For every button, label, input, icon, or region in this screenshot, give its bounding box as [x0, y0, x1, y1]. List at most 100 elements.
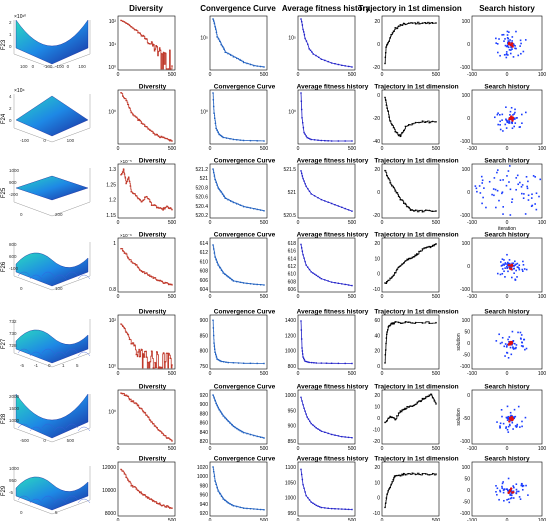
y-tick-label: 10⁵ — [200, 36, 208, 42]
series-marker — [120, 174, 122, 176]
series-marker — [123, 21, 126, 23]
series-marker — [421, 397, 424, 400]
search-point — [474, 185, 477, 187]
series-marker — [127, 257, 129, 259]
surface-plot: F26 800 600 -100 0 100 — [1, 242, 91, 291]
search-point — [507, 415, 510, 418]
series-marker — [302, 483, 304, 486]
search-point — [499, 427, 501, 429]
series-marker — [307, 497, 309, 499]
x-tick-label: 0 — [381, 446, 384, 452]
series-marker — [212, 18, 214, 20]
search-point — [501, 191, 504, 194]
panel-title: Average fitness history — [297, 158, 369, 165]
series-marker — [387, 325, 390, 328]
series-marker — [303, 180, 305, 182]
search-point — [508, 122, 511, 124]
series-marker — [344, 283, 346, 286]
series-marker — [127, 178, 129, 180]
series-marker — [212, 394, 214, 396]
series-marker — [142, 353, 144, 355]
search-point — [508, 336, 511, 338]
surface-tick: 2 — [9, 20, 12, 25]
search-point — [503, 499, 505, 502]
col-title-convergence: Convergence Curve — [200, 4, 276, 13]
search-point — [501, 34, 503, 36]
series-marker — [385, 337, 388, 339]
y-tick-label: 608 — [288, 279, 297, 285]
series-marker — [256, 508, 258, 510]
series-marker — [142, 410, 144, 413]
search-point — [509, 493, 512, 496]
series-marker — [259, 284, 262, 286]
panel-title: Trajectory in 1st dimension — [374, 84, 458, 91]
search-point — [495, 490, 497, 493]
search-point — [504, 38, 506, 40]
series-marker — [242, 139, 245, 142]
series-marker — [133, 344, 136, 346]
surface-tick: 0 — [32, 64, 35, 69]
series-marker — [229, 54, 232, 56]
search-point — [503, 264, 505, 266]
series-marker — [391, 323, 394, 325]
search-point — [499, 261, 502, 263]
series-marker — [389, 120, 391, 122]
surface-func-label: F26 — [1, 261, 7, 272]
series-marker — [167, 138, 170, 141]
series-marker — [301, 250, 304, 252]
series-marker — [334, 434, 336, 436]
search-point — [496, 272, 499, 275]
y-tick-label: 521.5 — [283, 167, 296, 173]
surface-tick: -5 — [20, 363, 24, 368]
series-marker — [327, 507, 329, 509]
series-marker — [421, 322, 424, 324]
series-marker — [399, 198, 401, 201]
series-marker — [130, 343, 132, 345]
series-marker — [418, 209, 420, 212]
series-marker — [246, 507, 248, 510]
series-marker — [302, 28, 304, 31]
series-marker — [242, 61, 245, 64]
series-marker — [430, 393, 432, 395]
series-marker — [387, 490, 389, 492]
search-point — [515, 483, 518, 486]
x-tick-label: 100 — [538, 220, 547, 226]
series-marker — [401, 409, 403, 411]
search-point — [511, 330, 514, 333]
contour-line — [65, 423, 79, 429]
series-marker — [125, 476, 127, 478]
series-marker — [404, 474, 407, 476]
panel-title: Convergence Curve — [214, 309, 276, 316]
search-point — [531, 204, 534, 207]
y-tick-label: 100 — [462, 318, 471, 324]
series-marker — [152, 43, 154, 46]
search-point — [519, 39, 522, 42]
search-point — [534, 176, 537, 178]
series-marker — [300, 329, 303, 331]
search-point — [520, 192, 523, 195]
search-point — [501, 119, 503, 121]
series-marker — [241, 430, 243, 433]
series-marker — [125, 99, 127, 102]
surface-tick: 0 — [9, 44, 12, 49]
series-marker — [256, 208, 258, 211]
panel-title: Average fitness history — [297, 384, 369, 391]
search-point — [539, 178, 542, 181]
series-marker — [384, 362, 386, 364]
series-marker — [393, 30, 395, 33]
series-marker — [123, 327, 126, 330]
series-marker — [312, 502, 314, 504]
search-point — [503, 259, 505, 261]
y-tick-label: -40 — [373, 139, 380, 145]
series-marker — [215, 258, 217, 261]
y-tick-label: -100 — [460, 439, 470, 445]
series-marker — [425, 22, 427, 25]
series-marker — [312, 53, 314, 55]
search-point — [502, 481, 504, 483]
search-point — [515, 188, 517, 191]
panel-trajectory: 200-200 500 — [373, 15, 440, 78]
search-point — [525, 111, 527, 114]
series-marker — [394, 27, 396, 29]
series-marker — [320, 139, 323, 142]
series-marker — [242, 431, 245, 434]
